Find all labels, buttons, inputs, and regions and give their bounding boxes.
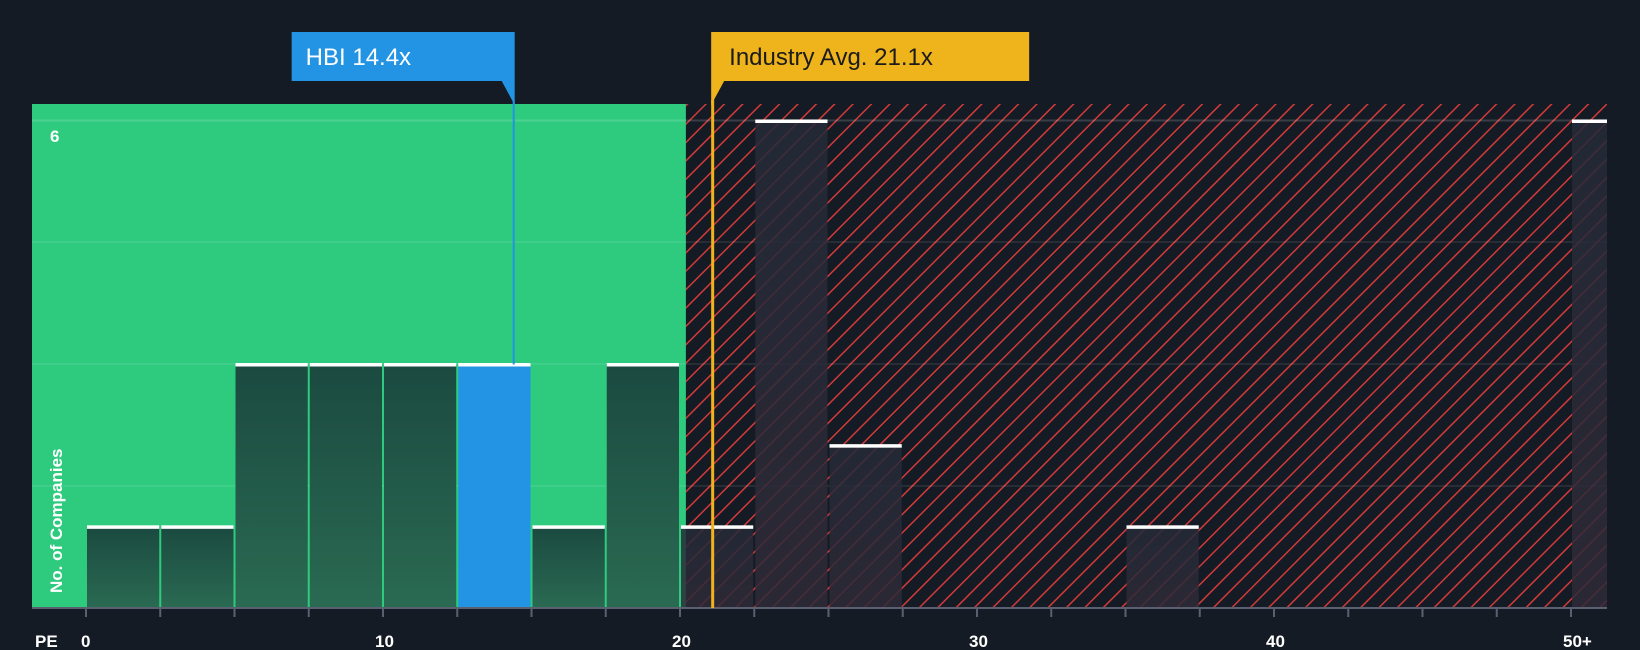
y-axis-title: No. of Companies — [47, 448, 66, 593]
company-callout — [291, 32, 515, 105]
histogram-bar — [87, 526, 160, 608]
histogram-bar — [606, 364, 679, 608]
x-tick-label: 20 — [672, 632, 691, 650]
bar-top-cap — [161, 525, 234, 529]
x-tick-label: 30 — [969, 632, 988, 650]
y-tick-label: 6 — [50, 127, 59, 146]
bar-top-cap — [384, 363, 457, 367]
bar-top-cap — [829, 444, 902, 448]
bar-top-cap — [458, 363, 531, 367]
histogram-bar — [458, 364, 531, 608]
histogram-bar — [1572, 121, 1607, 608]
bar-top-cap — [1572, 119, 1607, 123]
bar-top-cap — [606, 363, 679, 367]
histogram-bar — [532, 526, 605, 608]
x-tick-label: 50+ — [1563, 632, 1592, 650]
industry-avg-callout — [711, 32, 1030, 105]
histogram-bar — [161, 526, 234, 608]
bar-top-cap — [755, 119, 828, 123]
histogram-bar — [384, 364, 457, 608]
bar-top-cap — [87, 525, 160, 529]
histogram-bar — [681, 526, 754, 608]
histogram-bar — [235, 364, 308, 608]
bar-top-cap — [235, 363, 308, 367]
x-axis-title: PE — [35, 632, 58, 650]
bar-top-cap — [1126, 525, 1199, 529]
company-callout-label: HBI 14.4x — [306, 44, 411, 71]
histogram-bar — [1126, 526, 1199, 608]
x-tick-label: 40 — [1266, 632, 1285, 650]
bar-top-cap — [532, 525, 605, 529]
x-tick-label: 10 — [375, 632, 394, 650]
x-tick-label: 0 — [81, 632, 90, 650]
histogram-bar — [829, 445, 902, 608]
histogram-bar — [755, 121, 828, 608]
bar-top-cap — [681, 525, 754, 529]
bar-top-cap — [309, 363, 382, 367]
histogram-bar — [309, 364, 382, 608]
industry-avg-callout-label: Industry Avg. 21.1x — [729, 44, 933, 71]
